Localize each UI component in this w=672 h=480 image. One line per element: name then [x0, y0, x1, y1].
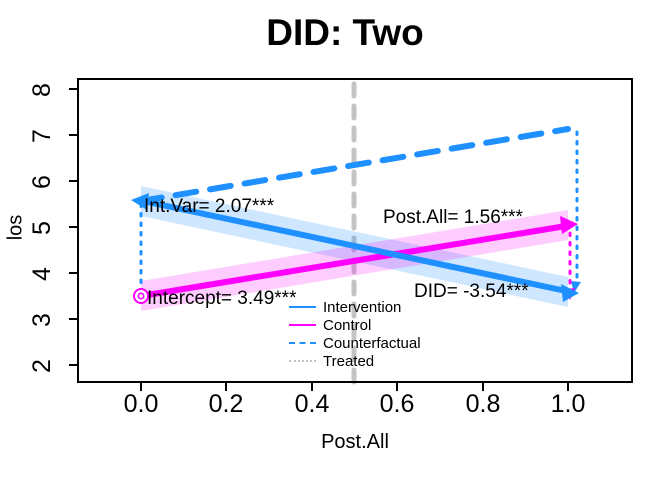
legend-item-treated: Treated: [289, 352, 421, 370]
legend-label-intervention: Intervention: [323, 298, 402, 316]
x-tick-label-1.0: 1.0: [550, 390, 586, 418]
control-arrowhead-right: [560, 216, 578, 234]
plot-box: [77, 78, 633, 383]
annotation-post-all: Post.All= 1.56***: [383, 207, 523, 228]
annotation-did: DID= -3.54***: [414, 281, 529, 302]
y-tick-label-7: 7: [28, 129, 56, 143]
x-tick-label-0.6: 0.6: [379, 390, 415, 418]
legend-line-sample-counterfactual: [289, 342, 316, 344]
x-tick-label-0.2: 0.2: [208, 390, 244, 418]
annotation-intercept: Intercept= 3.49***: [147, 288, 297, 309]
intervention-arrowhead-right: [561, 284, 579, 302]
x-axis-ticks: [140, 382, 569, 391]
y-axis-ticks: [69, 88, 78, 366]
legend-item-control: Control: [289, 316, 421, 334]
legend-item-intervention: Intervention: [289, 298, 421, 316]
legend-line-sample-intervention: [289, 306, 316, 308]
y-tick-label-6: 6: [28, 175, 56, 189]
legend: Intervention Control Counterfactual Trea…: [289, 298, 421, 370]
legend-item-counterfactual: Counterfactual: [289, 334, 421, 352]
legend-line-sample-treated: [289, 360, 316, 362]
annotation-int-var: Int.Var= 2.07***: [144, 196, 275, 217]
legend-label-counterfactual: Counterfactual: [323, 334, 421, 352]
x-tick-label-0.8: 0.8: [465, 390, 501, 418]
y-axis-label: los: [4, 214, 27, 241]
x-tick-label-0.0: 0.0: [123, 390, 159, 418]
x-tick-label-0.4: 0.4: [294, 390, 330, 418]
intervention-line: [140, 198, 569, 294]
y-tick-label-3: 3: [28, 313, 56, 327]
intercept-marker-outer: [133, 288, 149, 304]
x-axis-label: Post.All: [321, 431, 389, 453]
legend-label-treated: Treated: [323, 352, 375, 370]
y-tick-label-4: 4: [28, 267, 56, 281]
y-tick-label-5: 5: [28, 221, 56, 235]
legend-line-sample-control: [289, 324, 316, 326]
legend-label-control: Control: [323, 316, 372, 334]
counterfactual-line: [138, 126, 571, 204]
y-tick-label-8: 8: [28, 83, 56, 97]
intercept-marker-inner: [137, 292, 145, 300]
chart-title: DID: Two: [266, 12, 424, 53]
control-line: [138, 223, 569, 299]
y-tick-label-2: 2: [28, 359, 56, 373]
intervention-arrowhead-left: [131, 193, 149, 210]
